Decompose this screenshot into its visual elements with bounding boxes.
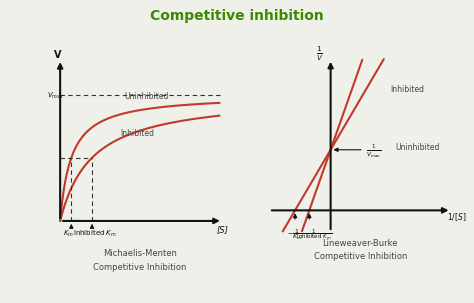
Text: Uninhibited: Uninhibited bbox=[396, 143, 440, 152]
Text: [S]: [S] bbox=[216, 225, 228, 234]
Text: Competitive inhibition: Competitive inhibition bbox=[150, 9, 324, 23]
Text: Competitive Inhibition: Competitive Inhibition bbox=[93, 262, 187, 271]
Text: $1/[S]$: $1/[S]$ bbox=[447, 211, 466, 223]
Text: $\frac{1}{V}$: $\frac{1}{V}$ bbox=[316, 45, 324, 64]
Text: Competitive Inhibition: Competitive Inhibition bbox=[314, 252, 407, 261]
Text: Uninhibited: Uninhibited bbox=[124, 92, 168, 101]
Text: $-\dfrac{1}{K_m}$: $-\dfrac{1}{K_m}$ bbox=[287, 227, 303, 242]
Text: $V_{max}$: $V_{max}$ bbox=[47, 91, 65, 101]
Text: Lineweaver-Burke: Lineweaver-Burke bbox=[322, 239, 398, 248]
Text: Inhibited: Inhibited bbox=[121, 129, 155, 138]
Text: V: V bbox=[54, 50, 61, 60]
Text: Michaelis-Menten: Michaelis-Menten bbox=[103, 249, 177, 258]
Text: $K_m$: $K_m$ bbox=[64, 228, 74, 239]
Text: Inhibited $K_m$: Inhibited $K_m$ bbox=[73, 228, 117, 239]
Text: $-\dfrac{1}{\mathrm{Inhibited}\ K_m}$: $-\dfrac{1}{\mathrm{Inhibited}\ K_m}$ bbox=[292, 227, 332, 241]
Text: $\frac{1}{V_{max}}$: $\frac{1}{V_{max}}$ bbox=[366, 142, 381, 160]
Text: Inhibited: Inhibited bbox=[390, 85, 424, 94]
